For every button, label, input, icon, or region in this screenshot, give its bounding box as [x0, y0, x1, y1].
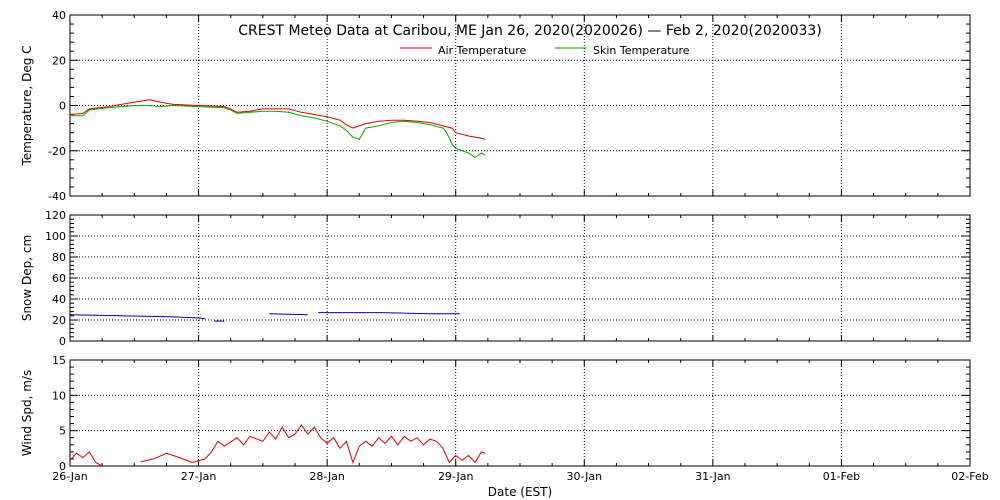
y-tick-label: 100 — [45, 230, 66, 243]
y-axis-label: Wind Spd, m/s — [20, 370, 34, 456]
series-line — [69, 451, 103, 467]
y-axis-label: Temperature, Deg C — [20, 45, 34, 166]
y-tick-label: 40 — [52, 9, 66, 22]
plot-frame — [69, 214, 971, 342]
legend: Air Temperature Skin Temperature — [400, 44, 690, 57]
legend-label: Air Temperature — [438, 44, 527, 57]
x-tick-label: 26-Jan — [52, 470, 88, 483]
x-tick-label: 01-Feb — [823, 470, 860, 483]
y-tick-label: 10 — [52, 389, 66, 402]
x-axis-label: Date (EST) — [488, 485, 552, 499]
x-tick-label: 30-Jan — [567, 470, 603, 483]
legend-label: Skin Temperature — [593, 44, 690, 57]
y-tick-label: 5 — [59, 425, 66, 438]
y-tick-label: 80 — [52, 251, 66, 264]
panel-2: 120 100 80 60 40 20 0 Snow Dep, cm — [20, 209, 971, 348]
series-line — [69, 314, 206, 320]
x-tick-label: 31-Jan — [695, 470, 731, 483]
y-axis-label: Snow Dep, cm — [20, 235, 34, 321]
y-tick-label: 15 — [52, 354, 66, 367]
y-tick-label: 20 — [52, 314, 66, 327]
plot-frame — [69, 14, 971, 197]
chart-title: CREST Meteo Data at Caribou, ME Jan 26, … — [238, 23, 822, 39]
x-tick-label: 02-Feb — [951, 470, 988, 483]
y-tick-label: 0 — [59, 335, 66, 348]
x-tick-label: 27-Jan — [181, 470, 217, 483]
panel-3: 15 10 5 0 Wind Spd, m/s — [20, 354, 971, 473]
y-tick-label: 0 — [59, 460, 66, 473]
y-tick-label: 120 — [45, 209, 66, 222]
series-line — [269, 313, 308, 316]
y-tick-label: 60 — [52, 272, 66, 285]
y-tick-label: 20 — [52, 54, 66, 67]
series-line — [318, 312, 460, 315]
series-line-air-temperature — [69, 99, 486, 140]
x-tick-label: 28-Jan — [309, 470, 345, 483]
series-line — [140, 424, 486, 465]
y-tick-label: 40 — [52, 293, 66, 306]
plot-frame — [69, 359, 971, 467]
y-tick-label: 0 — [59, 100, 66, 113]
x-tick-label: 29-Jan — [438, 470, 474, 483]
panel-1: 40 20 0 -20 -40 Temperature, Deg C — [20, 9, 971, 203]
y-tick-label: -40 — [48, 190, 66, 203]
series-line-skin-temperature — [70, 104, 486, 159]
y-tick-label: -20 — [48, 145, 66, 158]
